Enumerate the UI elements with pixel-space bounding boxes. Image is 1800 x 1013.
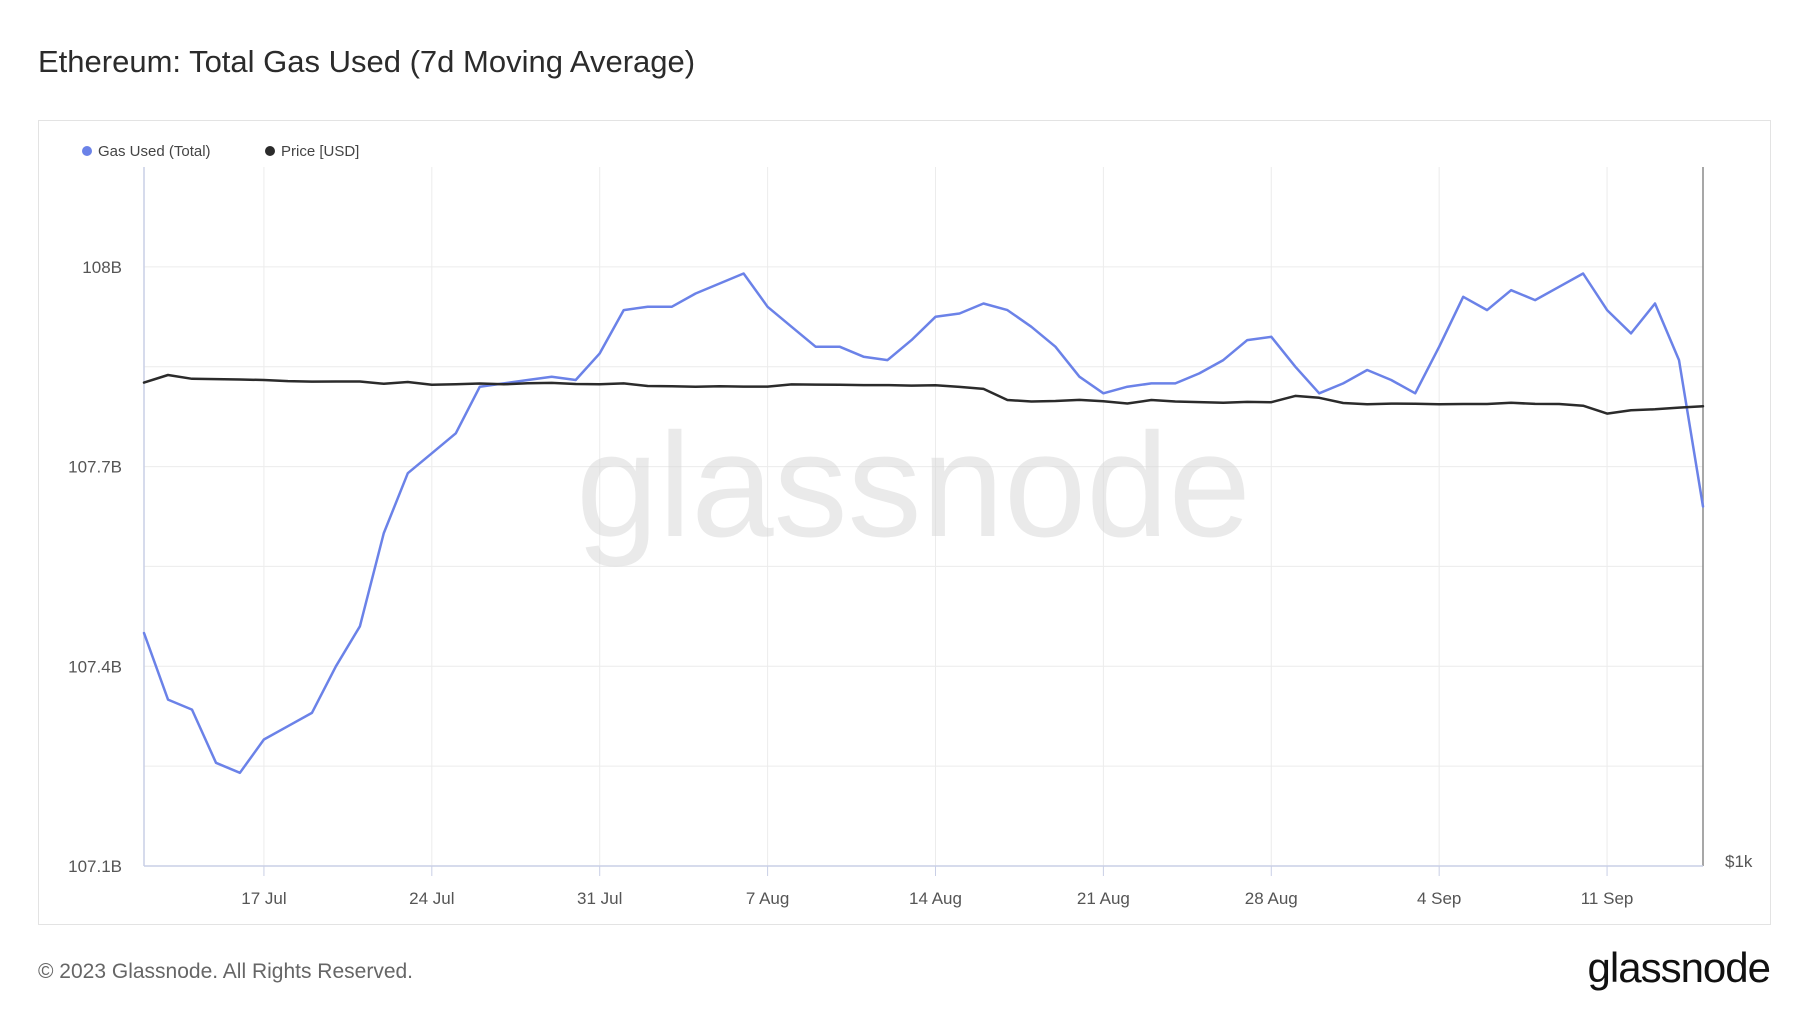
x-tick-label: 4 Sep bbox=[1417, 889, 1461, 908]
x-tick-label: 28 Aug bbox=[1245, 889, 1298, 908]
series-line-price bbox=[142, 373, 1705, 415]
y-right-tick-label: $1k bbox=[1725, 852, 1753, 871]
chart-svg: glassnode Gas Used (Total) Price [USD] 17… bbox=[68, 143, 1753, 908]
copyright-text: © 2023 Glassnode. All Rights Reserved. bbox=[38, 960, 414, 983]
x-tick-label: 24 Jul bbox=[409, 889, 454, 908]
chart-frame: glassnode Gas Used (Total) Price [USD] 17… bbox=[38, 120, 1771, 925]
x-tick-label: 14 Aug bbox=[909, 889, 962, 908]
legend-marker-icon bbox=[82, 146, 92, 156]
y-tick-label: 107.1B bbox=[68, 857, 122, 876]
x-tick-label: 31 Jul bbox=[577, 889, 622, 908]
x-tick-label: 17 Jul bbox=[241, 889, 286, 908]
x-tick-label: 11 Sep bbox=[1581, 889, 1634, 908]
y-tick-label: 107.4B bbox=[68, 657, 122, 676]
legend-label: Price [USD] bbox=[281, 143, 359, 160]
legend-item-price[interactable]: Price [USD] bbox=[265, 143, 359, 160]
brand-logo: glassnode bbox=[1587, 944, 1771, 991]
gridlines bbox=[144, 167, 1703, 866]
y-tick-label: 107.7B bbox=[68, 458, 122, 477]
x-tick-label: 7 Aug bbox=[746, 889, 790, 908]
series-layer bbox=[142, 272, 1705, 775]
legend-label: Gas Used (Total) bbox=[98, 143, 211, 160]
x-tick-label: 21 Aug bbox=[1077, 889, 1130, 908]
legend-marker-icon bbox=[265, 146, 275, 156]
chart-title: Ethereum: Total Gas Used (7d Moving Aver… bbox=[38, 44, 696, 79]
series-line-gas-used bbox=[142, 272, 1705, 775]
legend-item-gas-used[interactable]: Gas Used (Total) bbox=[82, 143, 211, 160]
tick-labels: 17 Jul 24 Jul 31 Jul 7 Aug 14 Aug 21 Aug 28 Au… bbox=[68, 258, 1753, 908]
legend: Gas Used (Total) Price [USD] bbox=[82, 143, 359, 160]
y-tick-label: 108B bbox=[82, 258, 122, 277]
watermark: glassnode bbox=[576, 403, 1251, 568]
axes bbox=[143, 167, 1704, 867]
